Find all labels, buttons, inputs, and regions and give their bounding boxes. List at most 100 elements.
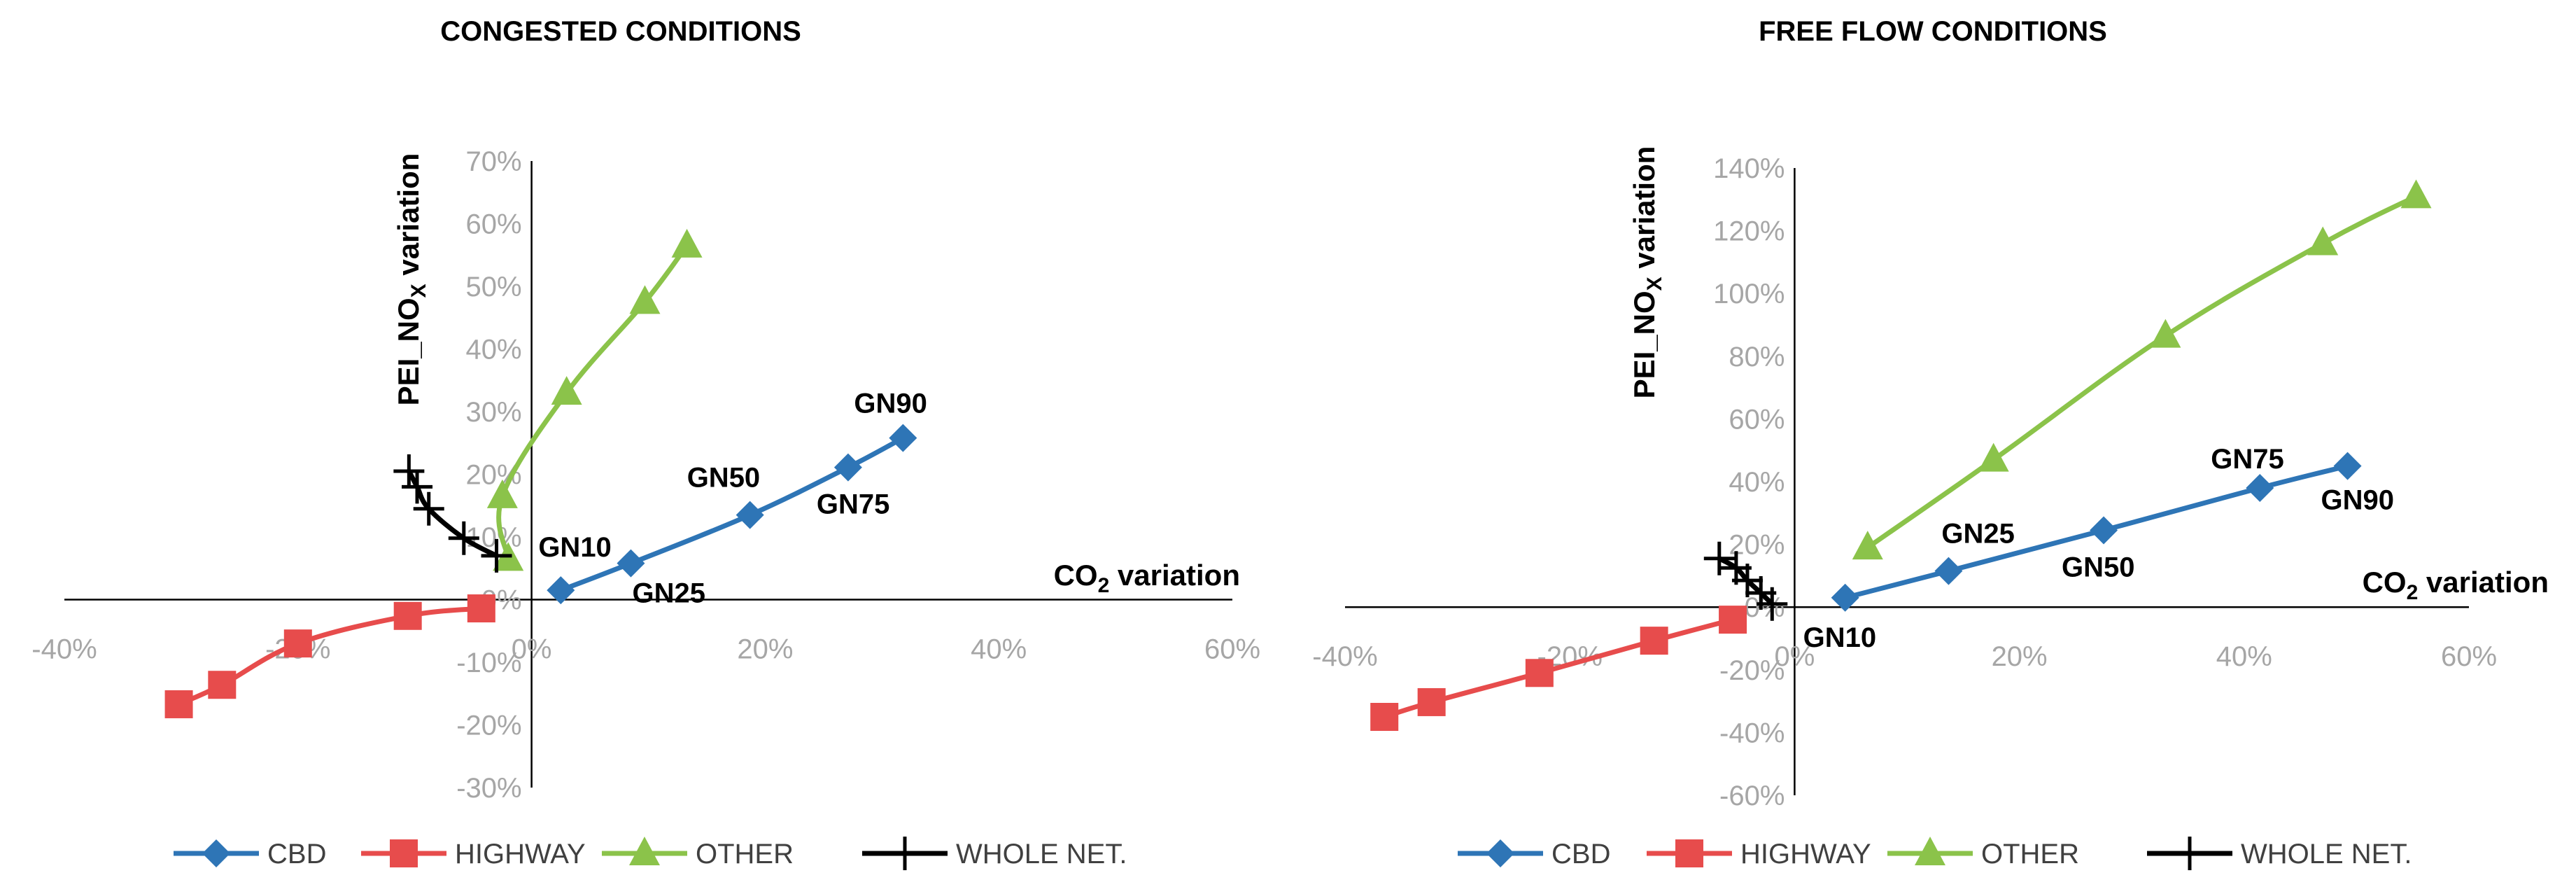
- legend-label: CBD: [1551, 839, 1610, 869]
- y-axis-title: PEI_NOX variation: [1628, 146, 1666, 399]
- legend-item-cbd: CBD: [174, 839, 326, 869]
- series-highway: [164, 594, 495, 718]
- data-point-whole-net: [413, 491, 444, 526]
- y-tick-label: 80%: [1729, 342, 1785, 372]
- data-point-other: [2150, 319, 2181, 348]
- x-axis-title: CO2 variation: [2363, 566, 2549, 604]
- data-point-cbd: [2333, 452, 2362, 480]
- data-point-highway: [1370, 703, 1399, 731]
- x-tick-label: 60%: [1204, 634, 1260, 665]
- series-highway: [1370, 606, 1747, 731]
- series-cbd: [547, 424, 917, 605]
- data-point-other: [671, 228, 703, 258]
- point-label-gn25: GN25: [1941, 519, 2015, 550]
- x-tick-label: 20%: [737, 634, 793, 665]
- x-tick-label: 0%: [1774, 641, 1815, 672]
- legend-item-highway: HIGHWAY: [1647, 839, 1871, 869]
- legend-marker-other: [629, 837, 660, 865]
- x-tick-label: -40%: [1312, 641, 1377, 672]
- legend-item-cbd: CBD: [1458, 839, 1610, 869]
- legend-marker-highway: [1675, 839, 1703, 867]
- y-tick-label: 140%: [1713, 153, 1785, 184]
- series-line-other: [496, 243, 690, 561]
- data-point-other: [2400, 179, 2432, 209]
- x-tick-label: 0%: [512, 634, 552, 665]
- data-point-highway: [1719, 606, 1747, 634]
- x-axis-title: CO2 variation: [1054, 559, 1240, 597]
- y-tick-label: -60%: [1719, 781, 1785, 811]
- point-label-gn50: GN50: [2062, 552, 2135, 582]
- y-tick-label: 120%: [1713, 216, 1785, 247]
- data-point-highway: [1640, 627, 1668, 655]
- series-cbd: [1831, 452, 2362, 612]
- data-point-other: [1978, 442, 2009, 472]
- series-whole-net: [1703, 541, 1788, 621]
- data-point-other: [1852, 531, 1883, 560]
- legend-item-whole-net: WHOLE NET.: [2147, 837, 2412, 870]
- legend-marker-whole-net: [2174, 837, 2205, 870]
- y-tick-label: 70%: [466, 146, 522, 177]
- x-tick-label: 20%: [1992, 641, 2048, 672]
- y-tick-label: -10%: [456, 648, 521, 678]
- x-tick-label: 60%: [2441, 641, 2497, 672]
- legend-item-other: OTHER: [602, 837, 794, 869]
- legend-marker-cbd: [202, 839, 230, 867]
- data-point-whole-net: [1703, 541, 1735, 575]
- data-point-cbd: [617, 549, 645, 578]
- data-point-highway: [208, 671, 237, 699]
- point-label-gn75: GN75: [817, 489, 890, 520]
- legend-item-highway: HIGHWAY: [361, 839, 586, 869]
- y-tick-label: 60%: [1729, 404, 1785, 435]
- legend-item-other: OTHER: [1887, 837, 2079, 869]
- y-tick-label: 50%: [466, 272, 522, 302]
- point-label-gn25: GN25: [632, 578, 705, 609]
- data-point-other: [551, 376, 582, 405]
- x-tick-label: 40%: [971, 634, 1027, 665]
- y-axis-title: PEI_NOX variation: [392, 153, 430, 406]
- data-point-cbd: [1934, 557, 1963, 585]
- legend-label: OTHER: [696, 839, 794, 869]
- legend-label: OTHER: [1981, 839, 2079, 869]
- x-tick-label: 40%: [2216, 641, 2272, 672]
- data-point-whole-net: [393, 454, 425, 489]
- data-point-cbd: [736, 501, 764, 529]
- legend-marker-cbd: [1486, 839, 1514, 867]
- legend-label: HIGHWAY: [1740, 839, 1871, 869]
- data-point-cbd: [833, 453, 862, 482]
- y-tick-label: 40%: [466, 335, 522, 365]
- chart-congested: CONGESTED CONDITIONS -40% -20% 0% 20% 40% 60% -…: [31, 16, 1260, 870]
- y-tick-label: 20%: [1729, 530, 1785, 561]
- legend-marker-highway: [390, 839, 418, 867]
- data-point-highway: [467, 594, 495, 623]
- data-point-highway: [1417, 687, 1446, 716]
- legend: CBD HIGHWAY OTHER WHOLE NET.: [174, 837, 1127, 870]
- series-other: [486, 228, 703, 571]
- series-whole-net: [393, 454, 512, 573]
- data-point-whole-net: [481, 538, 512, 573]
- point-label-gn75: GN75: [2211, 444, 2284, 475]
- legend-label: CBD: [267, 839, 326, 869]
- data-point-whole-net: [1720, 551, 1752, 585]
- series-other: [1852, 179, 2432, 560]
- data-point-other: [629, 285, 661, 314]
- y-tick-label: -40%: [1719, 718, 1785, 748]
- data-point-cbd: [889, 424, 917, 452]
- data-point-whole-net: [448, 521, 479, 555]
- legend-item-whole-net: WHOLE NET.: [862, 837, 1127, 870]
- legend-marker-other: [1915, 837, 1945, 865]
- data-point-whole-net: [402, 470, 433, 504]
- point-label-gn90: GN90: [854, 389, 927, 419]
- legend-label: WHOLE NET.: [2241, 839, 2412, 869]
- data-point-cbd: [547, 576, 575, 605]
- data-point-other: [486, 479, 518, 508]
- data-point-highway: [393, 601, 422, 630]
- legend-label: HIGHWAY: [455, 839, 586, 869]
- chart-free-flow: FREE FLOW CONDITIONS -40% -20% 0% 20% 40% 60% -…: [1312, 16, 2549, 870]
- legend-label: WHOLE NET.: [956, 839, 1127, 869]
- data-point-highway: [1525, 659, 1554, 687]
- data-point-highway: [164, 690, 193, 718]
- point-label-gn90: GN90: [2321, 485, 2395, 516]
- y-tick-label: -20%: [456, 711, 521, 741]
- data-point-cbd: [2246, 473, 2274, 502]
- y-tick-label: -30%: [456, 773, 521, 804]
